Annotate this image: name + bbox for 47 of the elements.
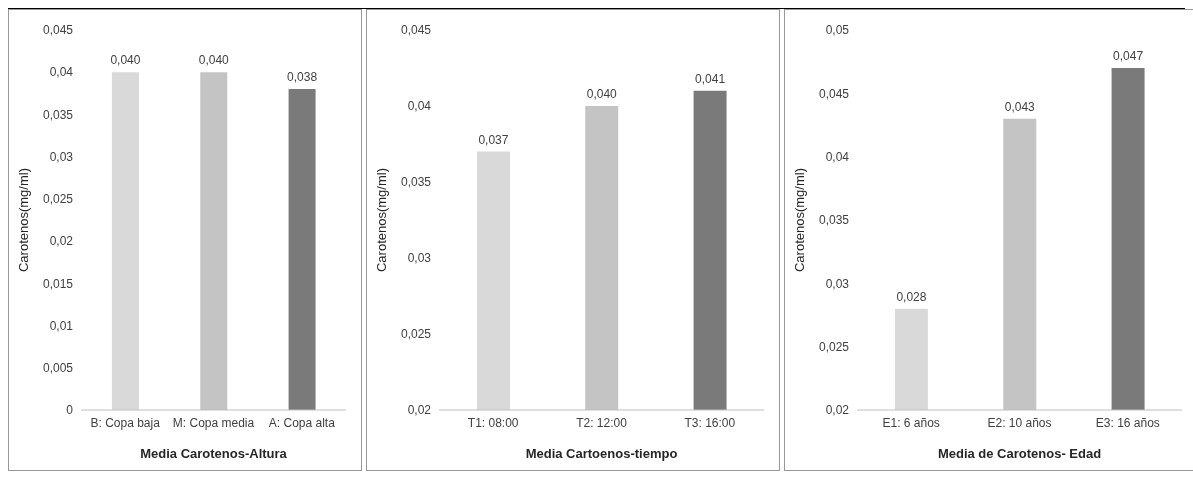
y-tick-label: 0,05: [825, 23, 850, 38]
data-label: 0,028: [896, 289, 927, 304]
x-tick-label: E2: 10 años: [987, 415, 1052, 430]
x-tick-label: T2: 12:00: [576, 415, 628, 430]
x-tick-label: B: Copa baja: [90, 415, 161, 430]
data-label: 0,038: [287, 70, 318, 85]
data-label: 0,043: [1004, 99, 1036, 114]
y-tick-label: 0,015: [42, 276, 74, 291]
x-axis-title: Media Carotenos-Altura: [140, 446, 288, 461]
y-tick-label: 0,04: [407, 99, 432, 114]
y-tick-label: 0,03: [49, 149, 74, 164]
x-tick-label: T3: 16:00: [684, 415, 736, 430]
x-tick-label: M: Copa media: [172, 415, 255, 430]
y-tick-label: 0,04: [825, 149, 850, 164]
data-label: 0,041: [695, 71, 726, 86]
y-tick-label: 0,035: [400, 175, 432, 190]
y-tick-label: 0,025: [400, 327, 432, 342]
y-tick-label: 0,03: [825, 276, 850, 291]
y-tick-label: 0: [66, 403, 74, 418]
x-tick-label: T1: 08:00: [467, 415, 519, 430]
y-axis-title: Carotenos(mg/ml): [15, 167, 31, 273]
data-label: 0,040: [110, 53, 141, 68]
y-tick-label: 0,025: [818, 339, 850, 354]
x-axis-title: Media Cartoenos-tiempo: [525, 446, 678, 461]
x-tick-label: E1: 6 años: [882, 415, 940, 430]
y-tick-label: 0,01: [49, 318, 74, 333]
y-tick-label: 0,025: [42, 192, 74, 207]
y-tick-label: 0,035: [42, 107, 74, 122]
y-tick-label: 0,005: [42, 361, 74, 376]
x-axis-title: Media de Carotenos- Edad: [937, 446, 1102, 461]
y-axis-title: Carotenos(mg/ml): [791, 167, 807, 273]
y-tick-label: 0,035: [818, 213, 850, 228]
x-tick-label: E3: 16 años: [1095, 415, 1160, 430]
y-tick-label: 0,02: [825, 403, 850, 418]
y-tick-label: 0,045: [818, 86, 850, 101]
y-tick-label: 0,03: [407, 251, 432, 266]
data-label: 0,047: [1113, 49, 1144, 63]
x-tick-label: A: Copa alta: [268, 415, 336, 430]
y-tick-label: 0,04: [49, 65, 74, 80]
y-axis-title: Carotenos(mg/ml): [373, 167, 389, 273]
y-tick-label: 0,045: [400, 23, 432, 38]
y-tick-label: 0,045: [42, 23, 74, 38]
y-tick-label: 0,02: [407, 403, 432, 418]
data-label: 0,040: [586, 87, 618, 101]
data-label: 0,040: [198, 53, 230, 68]
y-tick-label: 0,02: [49, 234, 74, 249]
data-label: 0,037: [478, 132, 509, 147]
